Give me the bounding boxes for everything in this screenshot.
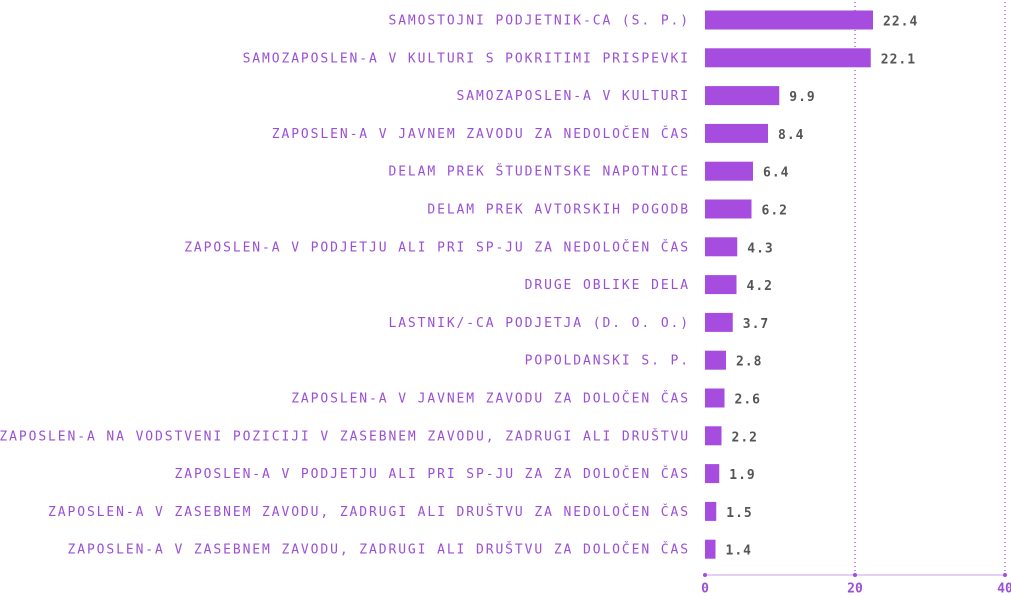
value-label: 1.5 [726, 506, 752, 521]
bar [705, 237, 738, 257]
value-label: 2.2 [732, 430, 758, 445]
value-label: 9.9 [789, 90, 815, 105]
bar [705, 10, 873, 30]
bar [705, 350, 726, 370]
bar [705, 539, 716, 559]
category-label: LASTNIK/-CA PODJETJA (D. O. O.) [388, 316, 690, 331]
bar [705, 312, 733, 332]
category-label: ZAPOSLEN-A V JAVNEM ZAVODU ZA DOLOČEN ČA… [291, 391, 690, 407]
category-label: ZAPOSLEN-A V JAVNEM ZAVODU ZA NEDOLOČEN … [272, 126, 690, 142]
tick-mark [703, 573, 707, 577]
value-label: 3.7 [743, 317, 769, 332]
tick-mark [1003, 573, 1007, 577]
category-label: ZAPOSLEN-A V PODJETJU ALI PRI SP-JU ZA Z… [174, 466, 690, 482]
bar [705, 161, 753, 181]
value-label: 22.4 [883, 15, 918, 30]
x-tick-label: 40 [997, 582, 1011, 596]
bar [705, 501, 717, 521]
value-label: 1.9 [729, 468, 755, 483]
value-label: 22.1 [881, 52, 916, 67]
category-label: ZAPOSLEN-A NA VODSTVENI POZICIJI V ZASEB… [0, 428, 690, 444]
category-label: SAMOZAPOSLEN-A V KULTURI S POKRITIMI PRI… [243, 51, 690, 66]
category-label: SAMOZAPOSLEN-A V KULTURI [457, 89, 690, 104]
value-label: 6.2 [762, 204, 788, 219]
category-label: SAMOSTOJNI PODJETNIK-CA (S. P.) [388, 14, 690, 29]
value-label: 8.4 [778, 128, 804, 143]
category-label: ZAPOSLEN-A V ZASEBNEM ZAVODU, ZADRUGI AL… [48, 504, 690, 520]
value-label: 4.3 [747, 241, 773, 256]
bar [705, 123, 768, 143]
category-label: ZAPOSLEN-A V ZASEBNEM ZAVODU, ZADRUGI AL… [67, 542, 690, 558]
value-label: 2.6 [735, 393, 761, 408]
category-label: ZAPOSLEN-A V PODJETJU ALI PRI SP-JU ZA N… [184, 239, 690, 255]
x-tick-label: 0 [701, 582, 709, 596]
value-label: 4.2 [747, 279, 773, 294]
value-label: 6.4 [763, 166, 789, 181]
category-label: DELAM PREK ŠTUDENTSKE NAPOTNICE [388, 164, 690, 180]
category-label: POPOLDANSKI S. P. [525, 354, 690, 369]
value-label: 2.8 [736, 355, 762, 370]
value-label: 1.4 [726, 544, 752, 559]
bar [705, 464, 720, 484]
tick-mark [853, 573, 857, 577]
x-tick-label: 20 [847, 582, 863, 596]
category-label: DRUGE OBLIKE DELA [525, 278, 690, 293]
bar [705, 275, 737, 295]
bar [705, 426, 722, 446]
category-label: DELAM PREK AVTORSKIH POGODB [427, 203, 690, 218]
bar [705, 48, 871, 68]
bar [705, 199, 752, 219]
bar [705, 86, 780, 106]
bar [705, 388, 725, 408]
